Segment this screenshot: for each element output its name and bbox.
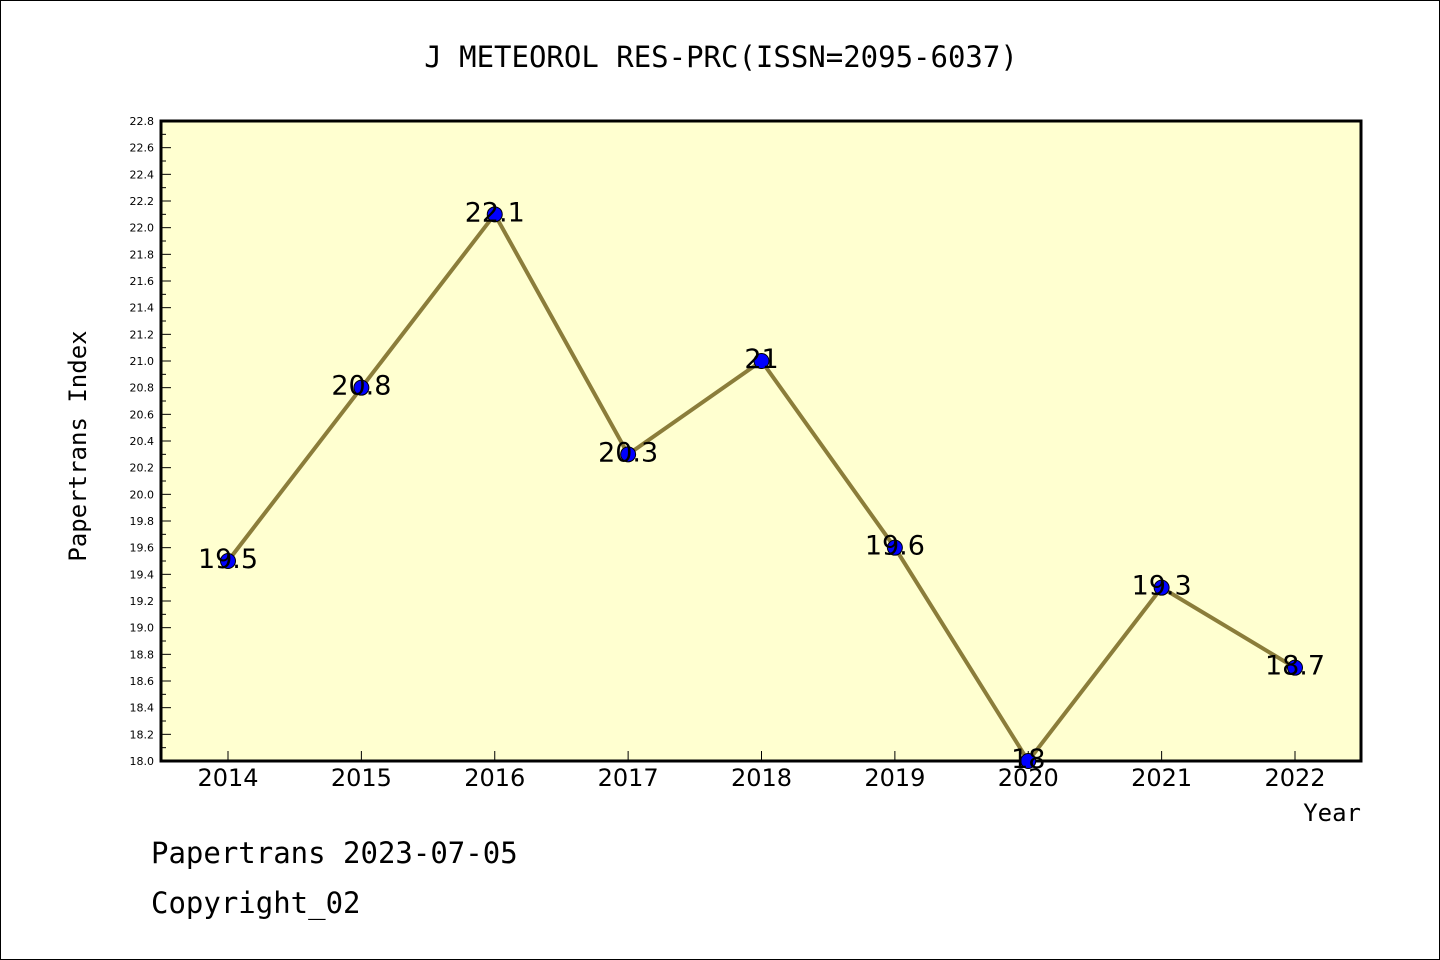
x-tick-label: 2022 — [1264, 764, 1325, 792]
y-tick-label: 22.4 — [130, 168, 155, 181]
x-tick-label: 2016 — [464, 764, 525, 792]
x-axis: 2014 2015 2016 2017 2018 2019 2020 2021 2022 — [197, 751, 1326, 792]
y-tick-label: 19.8 — [130, 515, 155, 528]
y-tick-label: 19.4 — [130, 568, 155, 581]
x-tick-label: 2021 — [1131, 764, 1192, 792]
y-tick-label: 20.2 — [130, 462, 155, 475]
y-tick-label: 21.6 — [130, 275, 155, 288]
data-point — [486, 206, 503, 223]
x-tick-label: 2018 — [731, 764, 792, 792]
y-tick-label: 21.4 — [130, 302, 155, 315]
data-labels: 19.5 20.8 22.1 20.3 21 19.6 18 19.3 18.7 — [198, 197, 1325, 775]
y-tick-label: 22.0 — [130, 222, 155, 235]
x-tick-label: 2014 — [197, 764, 258, 792]
y-tick-label: 18.4 — [130, 702, 155, 715]
y-tick-label: 19.2 — [130, 595, 155, 608]
y-tick-label: 21.2 — [130, 328, 155, 341]
x-tick-label: 2017 — [598, 764, 659, 792]
y-axis: 18.0 18.2 18.4 18.6 18.8 19.0 19.2 19.4 19.6 19.8… — [130, 115, 171, 768]
y-tick-label: 21.0 — [130, 355, 155, 368]
y-tick-label: 19.6 — [130, 542, 155, 555]
data-point — [620, 446, 637, 463]
data-point — [886, 539, 903, 556]
y-tick-label: 18.6 — [130, 675, 155, 688]
data-label: 20.8 — [331, 371, 391, 402]
y-tick-label: 20.4 — [130, 435, 155, 448]
y-tick-label: 20.8 — [130, 382, 155, 395]
y-tick-label: 20.6 — [130, 408, 155, 421]
y-tick-label: 21.8 — [130, 248, 155, 261]
y-tick-label: 22.6 — [130, 142, 155, 155]
data-point — [1287, 659, 1303, 676]
data-label: 20.3 — [598, 437, 658, 468]
data-point — [1153, 579, 1170, 596]
data-point — [353, 379, 370, 396]
data-point — [220, 553, 236, 569]
footer-date: Papertrans 2023-07-05 — [151, 836, 518, 870]
plot-area — [159, 119, 1363, 763]
data-label: 19.5 — [198, 544, 258, 575]
series-markers — [220, 206, 1303, 769]
y-tick-label: 22.2 — [130, 195, 155, 208]
data-label: 21 — [744, 344, 778, 375]
data-label: 22.1 — [465, 197, 525, 228]
x-axis-label: Year — [1303, 799, 1361, 827]
data-label: 18 — [1011, 744, 1045, 775]
y-tick-label: 22.8 — [130, 115, 155, 128]
data-point — [1020, 753, 1037, 769]
data-label: 19.3 — [1132, 571, 1192, 602]
y-axis-label: Papertrans Index — [64, 330, 92, 561]
footer-copyright: Copyright_02 — [151, 886, 361, 920]
data-label: 19.6 — [865, 531, 925, 562]
y-tick-label: 20.0 — [130, 488, 155, 501]
data-label: 18.7 — [1265, 651, 1325, 682]
data-point — [753, 353, 770, 369]
y-tick-label: 18.2 — [130, 728, 155, 741]
y-tick-label: 19.0 — [130, 622, 155, 635]
chart-title: J METEOROL RES-PRC(ISSN=2095-6037) — [424, 40, 1018, 74]
x-tick-label: 2019 — [864, 764, 925, 792]
y-tick-label: 18.0 — [130, 755, 155, 768]
x-tick-label: 2015 — [331, 764, 392, 792]
y-tick-label: 18.8 — [130, 648, 155, 661]
